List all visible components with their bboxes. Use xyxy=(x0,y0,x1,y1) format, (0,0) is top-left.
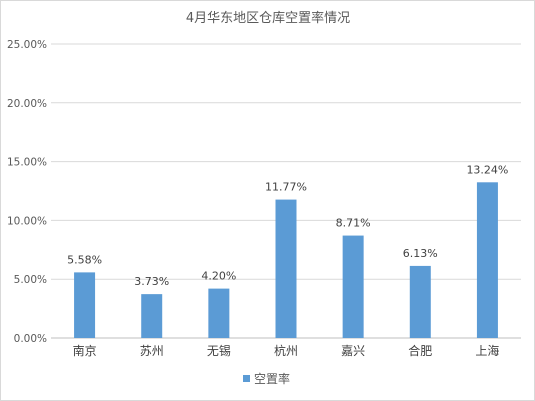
x-tick-label: 无锡 xyxy=(207,343,231,358)
x-tick-label: 嘉兴 xyxy=(341,344,365,358)
x-tick-label: 南京 xyxy=(73,343,97,358)
data-label: 6.13% xyxy=(403,247,438,260)
data-label: 8.71% xyxy=(336,217,371,230)
bar xyxy=(208,288,230,338)
data-label: 3.73% xyxy=(134,275,169,288)
y-axis-ticks: 0.00% 5.00% 10.00% 15.00% 20.00% 25.00% xyxy=(7,39,47,345)
x-tick-label: 合肥 xyxy=(408,343,432,358)
legend: 空置率 xyxy=(243,371,290,386)
bar xyxy=(409,265,431,338)
y-tick-label: 20.00% xyxy=(7,98,47,110)
data-label: 13.24% xyxy=(466,163,508,176)
y-tick-label: 10.00% xyxy=(7,215,47,227)
data-label: 11.77% xyxy=(265,181,307,194)
data-label: 4.20% xyxy=(201,270,236,283)
data-label: 5.58% xyxy=(67,253,102,266)
legend-swatch xyxy=(243,375,250,382)
data-labels: 5.58% 3.73% 4.20% 11.77% 8.71% 6.13% 13.24% xyxy=(67,163,508,288)
y-tick-label: 25.00% xyxy=(7,39,47,51)
bar xyxy=(342,235,364,338)
gridlines xyxy=(51,43,521,339)
x-tick-label: 上海 xyxy=(475,343,499,358)
y-tick-label: 5.00% xyxy=(14,274,47,286)
chart-title: 4月华东地区仓库空置率情况 xyxy=(186,10,350,26)
y-tick-label: 0.00% xyxy=(14,333,47,345)
x-axis-categories: 南京 苏州 无锡 杭州 嘉兴 合肥 上海 xyxy=(73,343,500,358)
x-tick-label: 苏州 xyxy=(140,344,164,358)
legend-label: 空置率 xyxy=(254,371,290,386)
bar xyxy=(141,294,163,338)
x-tick-label: 杭州 xyxy=(274,343,298,358)
bar xyxy=(275,199,297,338)
bars xyxy=(74,182,498,338)
bar xyxy=(476,182,498,338)
y-tick-label: 15.00% xyxy=(7,157,47,169)
bar xyxy=(74,272,96,338)
